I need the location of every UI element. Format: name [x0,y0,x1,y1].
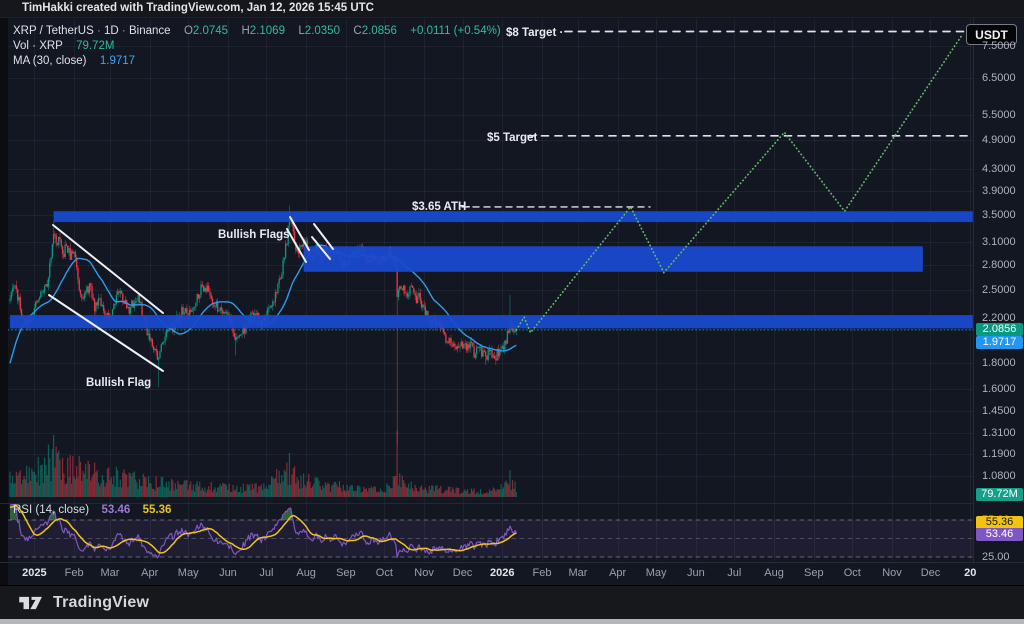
rsi-value: 53.46 [101,504,131,516]
legend-row-ma[interactable]: MA (30, close) 1.9717 [13,54,501,69]
attribution-text: TimHakki created with TradingView.com, J… [22,2,374,14]
currency-toggle-button[interactable]: USDT [966,24,1017,45]
price-tick-label: 3.5000 [982,209,1016,221]
axis-month-label: Mar [568,567,588,579]
rsi-tick-label: 25.00 [982,551,1010,563]
rsi-badge: 53.46 [976,527,1023,541]
axis-month-label: 2026 [490,567,515,579]
rsi-ma-value: 55.36 [142,504,172,516]
rsi-title: RSI (14, close) [13,504,90,516]
symbol-legend: XRP / TetherUS · 1D · Binance O2.0745 H2… [13,24,501,69]
axis-month-label: Apr [609,567,627,579]
ohlc-high-value: 2.1069 [249,25,285,37]
left-edge-strip [0,18,8,585]
price-tick-label: 2.5000 [982,283,1016,296]
price-tick-label: 1.4500 [982,404,1016,417]
ma-value-badge: 1.9717 [976,335,1023,349]
volume-badge: 79.72M [976,487,1023,501]
price-tick-label: 6.5000 [982,71,1016,84]
annotation-5-target[interactable]: $5 Target [487,132,538,144]
chart-area: XRP / TetherUS · 1D · Binance O2.0745 H2… [0,18,1024,585]
price-tick-label: 7.5000 [982,39,1016,52]
price-tick-label: 1.6000 [982,382,1016,395]
price-tick-label: 4.3000 [982,163,1016,176]
annotation-bullish-flags[interactable]: Bullish Flags [218,229,290,241]
axis-month-label: Jun [686,567,705,579]
axis-month-label: 2025 [22,567,47,579]
axis-month-label: Sep [804,567,824,579]
legend-row-volume[interactable]: Vol · XRP 79.72M [13,39,501,54]
ohlc-close-label: C [353,25,362,37]
axis-month-label: Oct [375,567,393,579]
chart-canvas[interactable] [0,18,1024,585]
exchange: Binance [128,25,171,37]
footer-bar: TradingView [0,585,1024,619]
axis-month-label: 20 [964,567,977,579]
axis-month-label: Feb [532,567,552,579]
ohlc-low-value: 2.0350 [304,25,340,37]
time-axis-separator [0,562,1024,563]
price-tick-label: 3.9000 [982,184,1016,197]
axis-month-label: Dec [452,567,473,579]
symbol-name[interactable]: XRP / TetherUS [13,25,94,37]
price-tick-label: 2.8000 [982,258,1016,271]
ohlc-high-label: H [241,25,250,37]
legend-row-symbol[interactable]: XRP / TetherUS · 1D · Binance O2.0745 H2… [13,25,501,37]
price-tick-label: 3.1000 [982,235,1016,248]
rsi-ma-badge: 55.36 [976,515,1023,529]
axis-month-label: Dec [920,567,941,579]
axis-month-label: Mar [100,567,120,579]
price-tick-label: 1.8000 [982,356,1016,369]
price-tick-label: 2.2000 [982,312,1016,325]
axis-month-label: Jun [219,567,237,579]
ohlc-low-label: L [298,25,305,37]
axis-month-label: Oct [843,567,861,579]
ohlc-open-label: O [183,25,193,37]
change-value: +0.0111 (+0.54%) [410,25,501,37]
tradingview-logo-icon[interactable] [18,592,45,614]
price-tick-label: 1.0800 [982,470,1016,483]
volume-value: 79.72M [76,40,115,52]
attribution-bar: TimHakki created with TradingView.com, J… [0,0,1024,18]
axis-month-label: Apr [141,567,159,579]
axis-month-label: Aug [296,567,316,579]
rsi-pane-separator[interactable] [0,503,973,504]
axis-month-label: Feb [64,567,84,579]
ma-label: MA (30, close) [13,55,87,67]
price-tick-label: 5.5000 [982,108,1016,121]
price-tick-label: 1.3100 [982,427,1016,440]
axis-month-label: Nov [882,567,902,579]
last-price-badge: 2.0856 [976,323,1023,337]
axis-month-label: Sep [336,567,356,579]
axis-month-label: Jul [727,567,742,579]
price-tick-label: 4.9000 [982,134,1016,147]
price-tick-label: 1.1900 [982,448,1016,461]
interval[interactable]: 1D [104,25,119,37]
axis-month-label: Nov [414,567,434,579]
volume-label: Vol · XRP [13,40,63,52]
axis-month-label: May [177,567,199,579]
annotation-ath[interactable]: $3.65 ATH- [412,201,471,213]
rsi-legend[interactable]: RSI (14, close) 53.46 55.36 [13,504,171,516]
price-scale-separator [973,18,974,563]
tradingview-brand-text[interactable]: TradingView [53,593,150,611]
ohlc-close-value: 2.0856 [361,25,397,37]
bottom-strip [0,619,1024,624]
axis-month-label: Jul [259,567,274,579]
annotation-bullish-flag[interactable]: Bullish Flag [86,377,152,389]
annotation-8-target[interactable]: $8 Target · [506,27,564,39]
ohlc-open-value: 2.0745 [192,25,229,37]
ma-value: 1.9717 [99,55,136,67]
axis-month-label: May [645,567,667,579]
axis-month-label: Aug [764,567,784,579]
